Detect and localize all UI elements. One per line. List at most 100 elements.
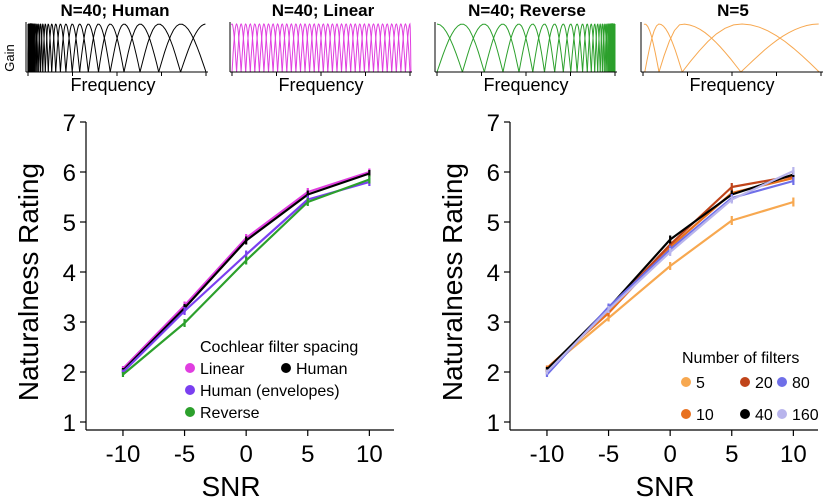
legend-marker-linear bbox=[185, 363, 195, 373]
y-tick-label: 2 bbox=[63, 360, 76, 387]
series-80 bbox=[545, 177, 795, 377]
filter-curves bbox=[27, 22, 207, 76]
legend-label-human-envelopes: Human (envelopes) bbox=[200, 383, 340, 400]
x-tick-label: -5 bbox=[174, 441, 195, 468]
y-tick-label: 3 bbox=[487, 310, 500, 337]
panel-title: N=40; Human bbox=[60, 1, 169, 20]
filter-curve bbox=[34, 23, 38, 73]
filter-curve bbox=[230, 23, 238, 73]
legend-label-160: 160 bbox=[792, 407, 819, 424]
filter-curve bbox=[327, 23, 338, 73]
filter-curve bbox=[359, 23, 370, 73]
filter-curve bbox=[281, 23, 292, 73]
filter-curve bbox=[502, 23, 534, 73]
filter-curve bbox=[286, 23, 297, 73]
filter-curves bbox=[642, 23, 822, 76]
legend-label-linear: Linear bbox=[200, 361, 245, 378]
filter-curve bbox=[350, 23, 361, 73]
legend-marker-20 bbox=[740, 377, 750, 387]
x-tick-label: 5 bbox=[725, 441, 738, 468]
filter-curve bbox=[318, 23, 329, 73]
filter-curve bbox=[47, 23, 57, 73]
filter-curve bbox=[55, 23, 67, 73]
x-tick-label: -10 bbox=[106, 441, 141, 468]
filter-curve bbox=[258, 23, 269, 73]
series-line bbox=[546, 200, 794, 371]
filter-curve bbox=[363, 23, 374, 73]
filter-curve bbox=[644, 23, 683, 73]
y-tick-label: 4 bbox=[63, 260, 76, 287]
axes: 1 2 3 4 5 6 7 -10 -5 0 5 10 bbox=[63, 110, 394, 468]
legend-title: Number of filters bbox=[682, 350, 799, 367]
filter-curve bbox=[38, 23, 44, 73]
axes: 1 2 3 4 5 6 7 -10 -5 0 5 10 bbox=[487, 110, 818, 468]
filter-curves bbox=[436, 22, 616, 76]
filter-curve bbox=[79, 23, 99, 73]
filter-curve bbox=[354, 23, 365, 73]
filter-curve bbox=[681, 23, 820, 73]
filter-curve bbox=[109, 23, 141, 73]
legend-label-20: 20 bbox=[755, 375, 773, 392]
y-axis-label: Naturalness Rating bbox=[437, 163, 468, 401]
filter-curve bbox=[599, 23, 605, 73]
x-tick-label: 10 bbox=[780, 441, 807, 468]
filter-curve bbox=[254, 23, 265, 73]
series-160 bbox=[545, 167, 795, 375]
filter-curve bbox=[123, 23, 160, 73]
filter-curve bbox=[231, 23, 242, 73]
filter-curve bbox=[404, 22, 412, 73]
filter-bank-panel-n5: N=5 Frequency bbox=[640, 1, 823, 95]
data-series bbox=[545, 167, 795, 377]
filter-curve bbox=[51, 23, 61, 73]
x-tick-label: -10 bbox=[530, 441, 565, 468]
y-axis-label: Naturalness Rating bbox=[13, 163, 44, 401]
frequency-axis-label: Frequency bbox=[483, 75, 568, 95]
filter-curve bbox=[436, 23, 485, 73]
filter-curve bbox=[331, 23, 342, 73]
filter-curve bbox=[395, 23, 406, 73]
panel-title: N=40; Linear bbox=[272, 1, 375, 20]
panel-title: N=40; Reverse bbox=[468, 1, 586, 20]
filter-curve bbox=[240, 23, 251, 73]
filter-curve bbox=[586, 23, 596, 73]
filter-curve bbox=[272, 23, 283, 73]
series-line bbox=[546, 179, 794, 376]
filter-curve bbox=[249, 23, 260, 73]
frequency-axis-label: Frequency bbox=[278, 75, 363, 95]
filter-curve bbox=[322, 23, 333, 73]
filter-curve bbox=[373, 23, 384, 73]
legend-label-10: 10 bbox=[696, 407, 714, 424]
y-tick-label: 5 bbox=[63, 210, 76, 237]
filter-curve bbox=[87, 23, 111, 73]
panel-title: N=5 bbox=[717, 1, 749, 20]
filter-curve bbox=[597, 23, 603, 73]
filter-curve bbox=[576, 23, 588, 73]
x-tick-label: 0 bbox=[663, 441, 676, 468]
y-tick-label: 7 bbox=[63, 110, 76, 137]
frequency-axis-label: Frequency bbox=[689, 75, 774, 95]
legend-label-human: Human bbox=[296, 361, 348, 378]
filter-curve bbox=[400, 23, 411, 73]
filter-curve bbox=[386, 23, 397, 73]
filter-curve bbox=[139, 23, 182, 73]
filter-curve bbox=[40, 23, 46, 73]
legend-marker-40 bbox=[740, 409, 750, 419]
filter-curve bbox=[158, 23, 207, 73]
filter-curve bbox=[42, 23, 49, 73]
filter-curve bbox=[544, 23, 564, 73]
filter-curve bbox=[341, 23, 352, 73]
filter-curve bbox=[658, 23, 742, 73]
series-10 bbox=[545, 174, 795, 371]
x-tick-label: 10 bbox=[356, 441, 383, 468]
legend-marker-5 bbox=[681, 377, 691, 387]
filter-curve bbox=[313, 23, 324, 73]
y-tick-label: 3 bbox=[63, 310, 76, 337]
series-line bbox=[546, 173, 794, 371]
legend-label-80: 80 bbox=[792, 375, 810, 392]
legend: Cochlear filter spacing Linear Human Hum… bbox=[185, 339, 358, 422]
filter-bank-panel-human: N=40; Human Gain Frequency bbox=[2, 1, 208, 95]
y-tick-label: 5 bbox=[487, 210, 500, 237]
legend-marker-human bbox=[281, 363, 291, 373]
